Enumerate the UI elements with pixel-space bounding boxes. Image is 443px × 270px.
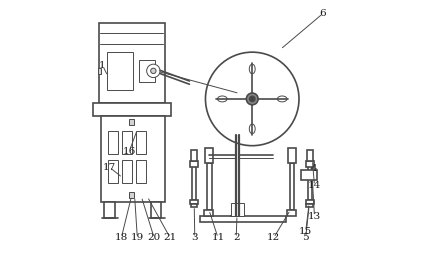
- Bar: [190, 161, 198, 167]
- Ellipse shape: [249, 124, 255, 134]
- Ellipse shape: [277, 96, 287, 102]
- Bar: [99, 23, 165, 103]
- Text: 20: 20: [148, 233, 161, 242]
- Bar: [288, 148, 296, 163]
- Bar: [190, 200, 198, 204]
- Text: 3: 3: [191, 233, 198, 242]
- Bar: [122, 160, 132, 183]
- Bar: [191, 150, 197, 161]
- Text: 13: 13: [308, 212, 321, 221]
- Bar: [204, 210, 213, 216]
- Bar: [93, 103, 171, 116]
- Circle shape: [206, 52, 299, 146]
- Ellipse shape: [218, 96, 227, 102]
- Bar: [306, 161, 314, 167]
- Text: 16: 16: [123, 147, 136, 156]
- Bar: [191, 164, 196, 200]
- Text: 12: 12: [267, 233, 280, 242]
- Text: 21: 21: [163, 233, 177, 242]
- Text: 2: 2: [233, 233, 240, 242]
- Ellipse shape: [249, 64, 255, 74]
- Bar: [290, 163, 295, 210]
- Bar: [307, 204, 314, 207]
- Bar: [207, 163, 212, 210]
- Text: 17: 17: [103, 163, 116, 171]
- Circle shape: [246, 93, 258, 105]
- Bar: [231, 203, 244, 216]
- Text: 18: 18: [115, 233, 128, 242]
- Bar: [139, 60, 155, 82]
- Text: 5: 5: [303, 233, 309, 242]
- Text: 6: 6: [320, 9, 326, 18]
- Text: 1: 1: [99, 61, 106, 70]
- Bar: [122, 131, 132, 154]
- Text: 4: 4: [311, 164, 317, 173]
- Text: 14: 14: [308, 181, 321, 190]
- Bar: [97, 68, 101, 73]
- Bar: [136, 160, 146, 183]
- Bar: [101, 116, 165, 202]
- Circle shape: [151, 68, 156, 73]
- Bar: [129, 193, 134, 198]
- Bar: [108, 131, 118, 154]
- Bar: [301, 170, 317, 180]
- Bar: [190, 204, 198, 207]
- Circle shape: [249, 96, 255, 102]
- Bar: [107, 52, 133, 90]
- Circle shape: [147, 64, 160, 77]
- Bar: [136, 131, 146, 154]
- Text: 15: 15: [299, 227, 312, 236]
- Text: 11: 11: [211, 233, 225, 242]
- Bar: [307, 164, 312, 200]
- Bar: [151, 202, 161, 218]
- Bar: [200, 216, 286, 222]
- Bar: [205, 148, 214, 163]
- Bar: [108, 160, 118, 183]
- Bar: [104, 202, 115, 218]
- Bar: [129, 119, 134, 125]
- Bar: [306, 200, 314, 204]
- Text: 19: 19: [131, 233, 144, 242]
- Bar: [307, 150, 313, 161]
- Bar: [287, 210, 296, 216]
